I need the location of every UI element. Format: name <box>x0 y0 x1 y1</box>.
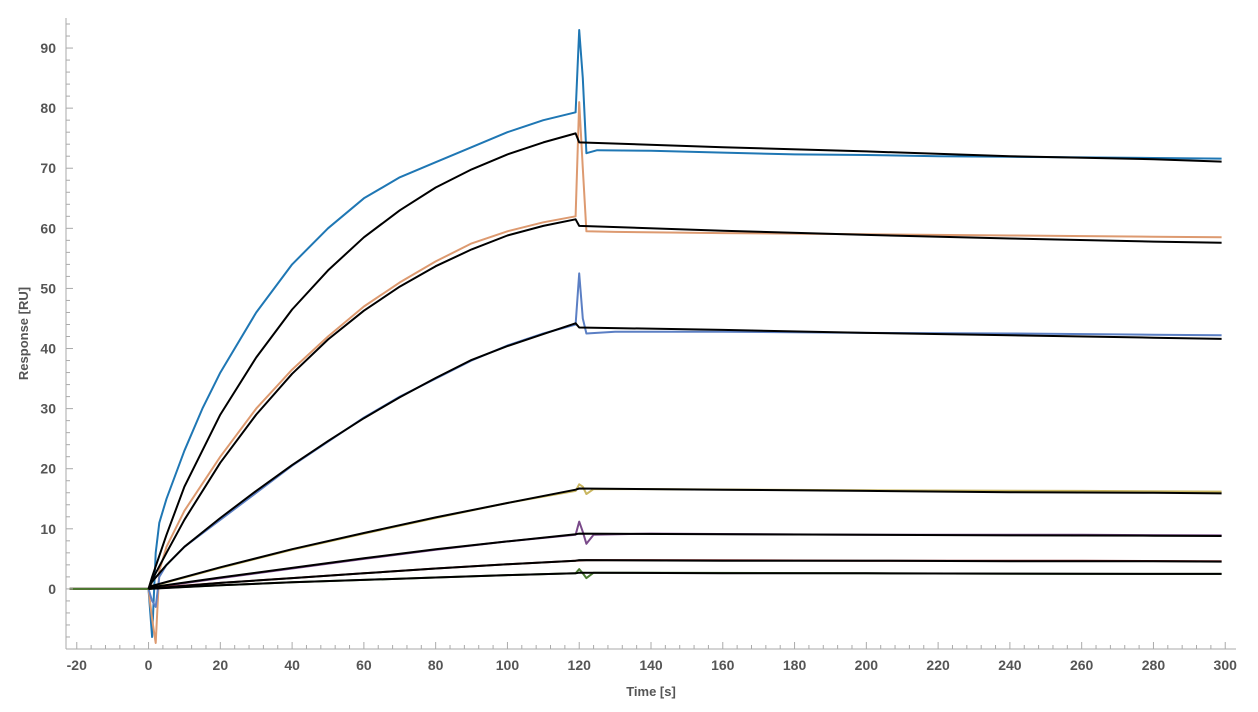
x-tick-label: 200 <box>855 657 879 673</box>
y-tick-label: 10 <box>40 521 56 537</box>
y-tick-label: 0 <box>48 581 56 597</box>
y-tick-label: 40 <box>40 341 56 357</box>
y-tick-label: 80 <box>40 100 56 116</box>
x-tick-label: 240 <box>998 657 1022 673</box>
y-tick-label: 20 <box>40 461 56 477</box>
x-tick-label: 160 <box>711 657 735 673</box>
fit-line-1 <box>147 132 1222 590</box>
x-tick-label: 0 <box>145 657 153 673</box>
x-tick-label: -20 <box>67 657 87 673</box>
x-tick-label: 40 <box>284 657 300 673</box>
x-tick-label: 120 <box>568 657 592 673</box>
x-tick-label: 80 <box>428 657 444 673</box>
x-tick-label: 300 <box>1214 657 1238 673</box>
fit-line-2 <box>147 218 1222 590</box>
x-tick-label: 180 <box>783 657 807 673</box>
x-tick-label: 260 <box>1070 657 1094 673</box>
y-tick-label: 50 <box>40 280 56 296</box>
axes-layer: 0 10 20 30 40 50 60 70 80 90 -20 0 20 40 60 80 100 120 140… <box>40 18 1237 673</box>
fit-line-5 <box>148 532 1222 590</box>
series-line-3 <box>69 272 1222 608</box>
x-tick-label: 100 <box>496 657 520 673</box>
fit-line-6 <box>148 559 1222 590</box>
fit-layer <box>147 132 1222 590</box>
x-tick-label: 140 <box>639 657 663 673</box>
y-tick-label: 90 <box>40 40 56 56</box>
x-tick-label: 280 <box>1142 657 1166 673</box>
x-axis-title: Time [s] <box>626 684 676 699</box>
fit-line-4 <box>147 487 1222 590</box>
y-tick-label: 60 <box>40 220 56 236</box>
x-tick-label: 20 <box>213 657 229 673</box>
y-axis-title: Response [RU] <box>16 287 31 380</box>
y-tick-label: 70 <box>40 160 56 176</box>
y-tick-label: 30 <box>40 401 56 417</box>
series-line-5 <box>69 520 1222 590</box>
x-tick-label: 220 <box>926 657 950 673</box>
fit-line-3 <box>147 322 1222 590</box>
series-line-1 <box>69 29 1222 638</box>
x-tick-label: 60 <box>356 657 372 673</box>
fit-line-7 <box>148 571 1222 590</box>
